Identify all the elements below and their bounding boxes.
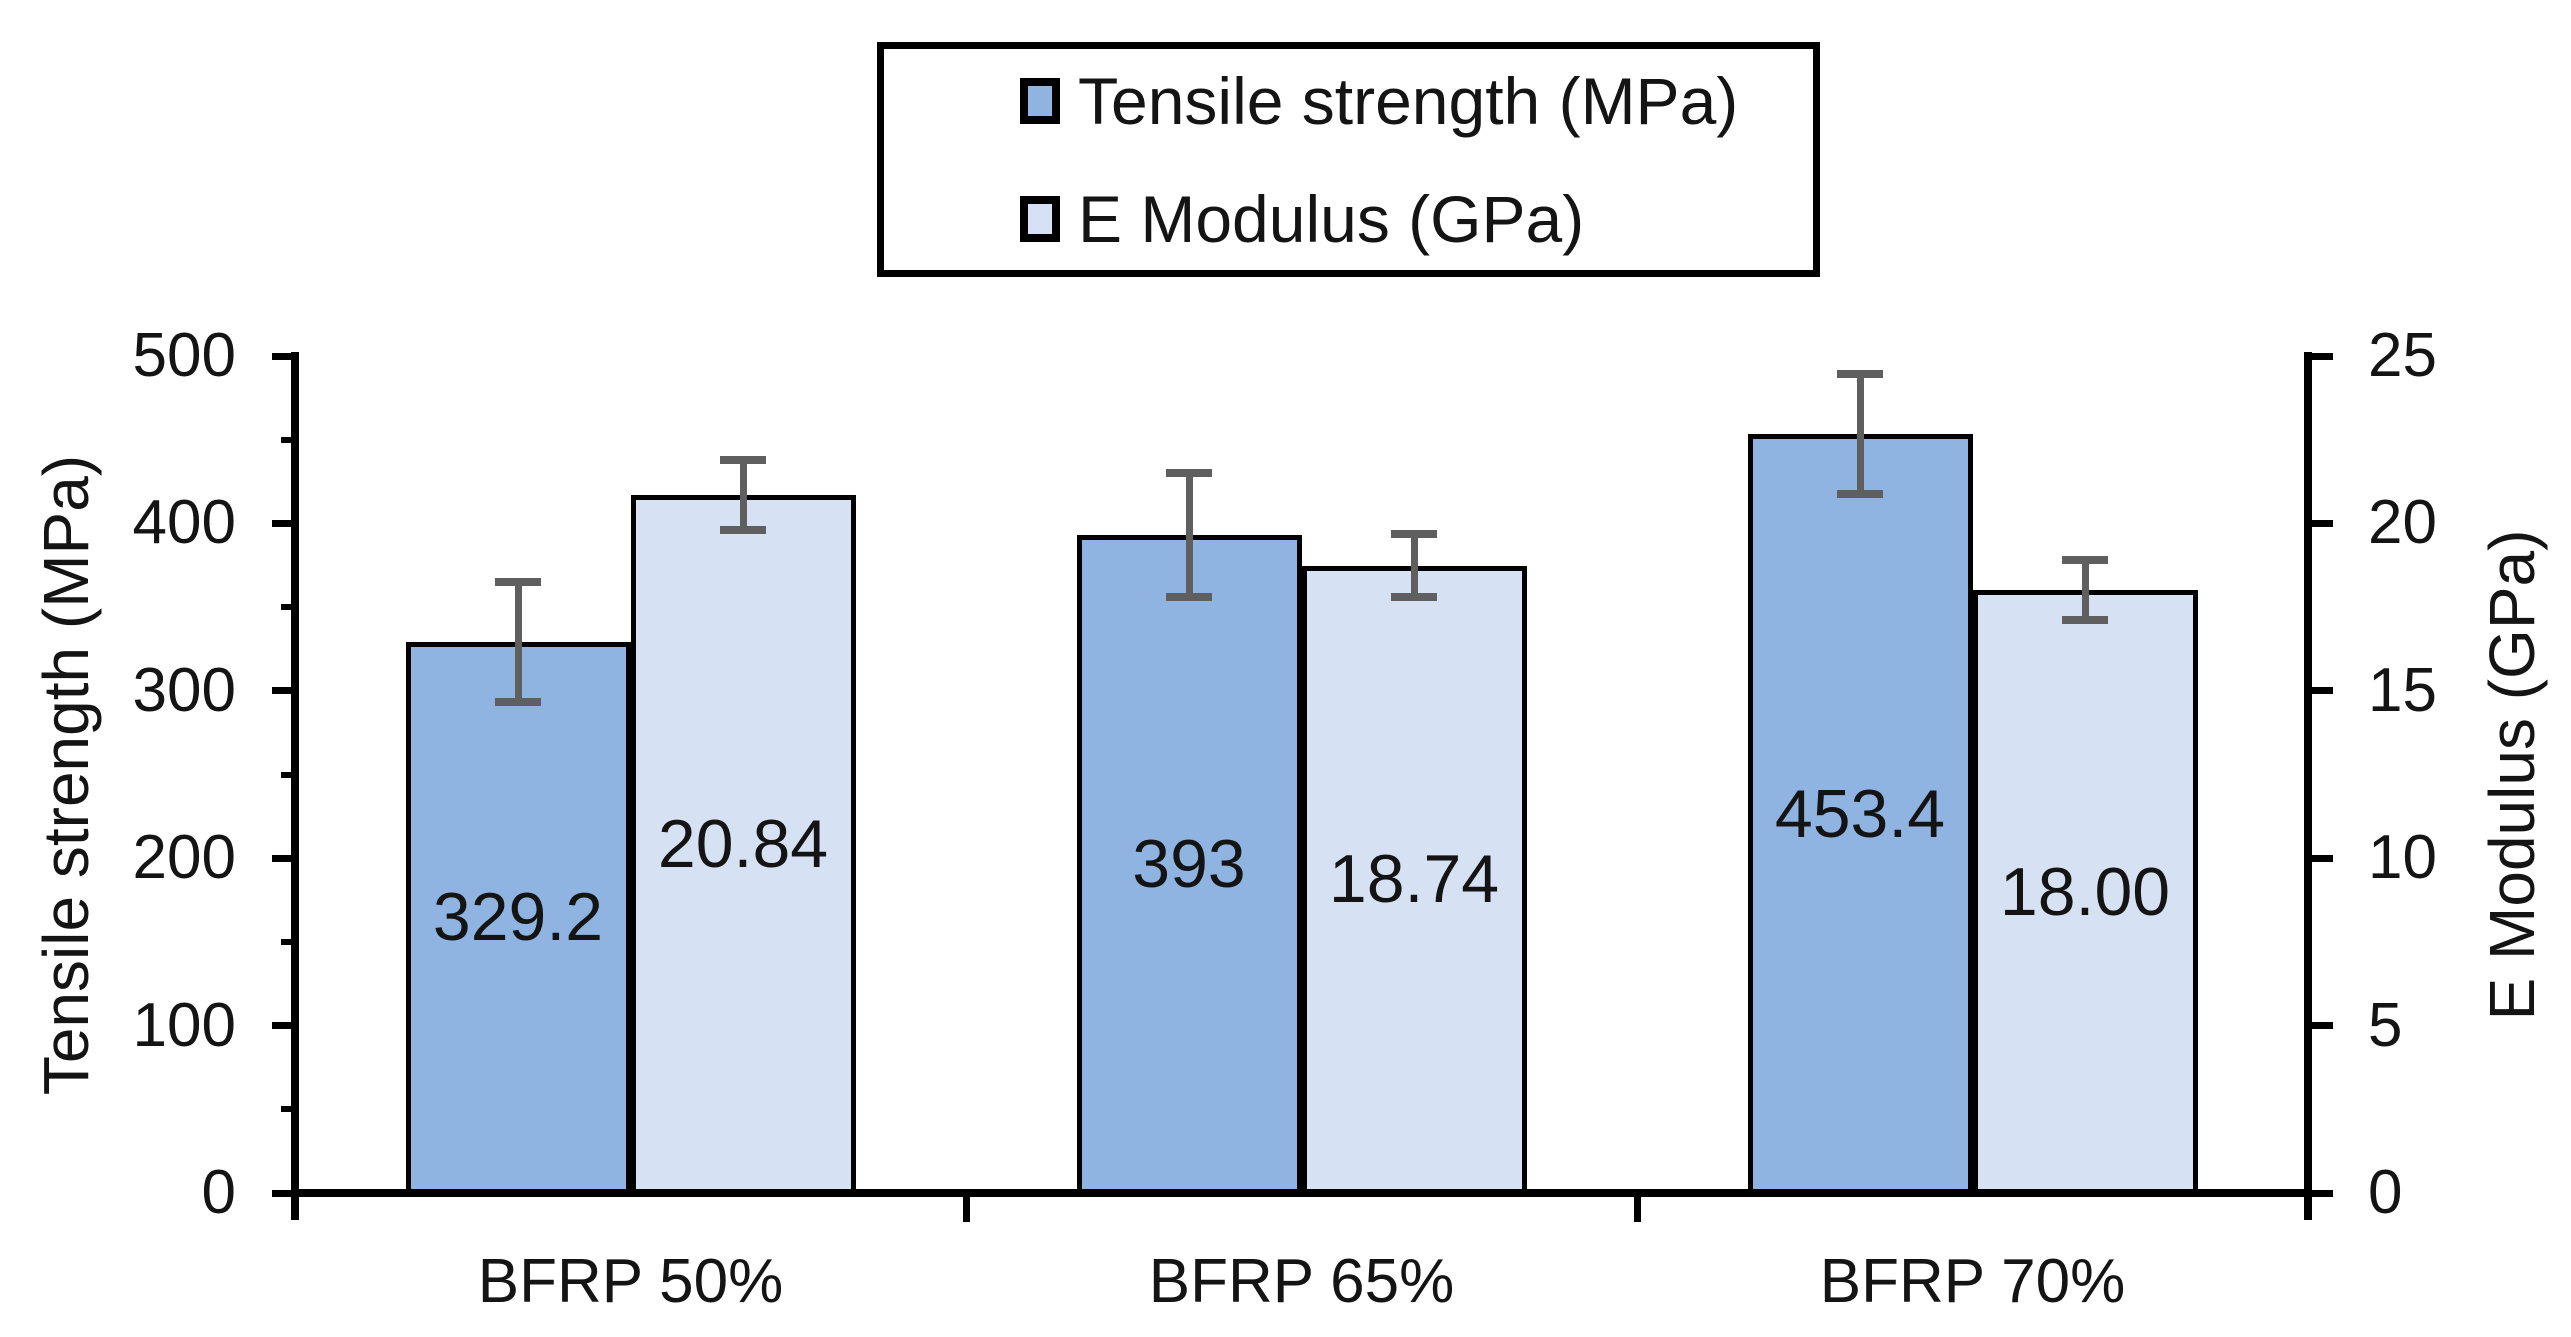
x-axis-boundary-tick	[1633, 1193, 1641, 1222]
left-axis-major-tick	[272, 519, 295, 527]
error-bar-bottom-cap-modulus-70	[2062, 616, 2108, 625]
left-axis-major-tick	[272, 352, 295, 360]
legend-item-e-modulus: E Modulus (GPa)	[1020, 186, 1813, 252]
left-axis-line	[291, 352, 299, 1220]
left-axis-minor-tick	[281, 436, 295, 443]
error-bar-line-modulus-50	[739, 460, 747, 531]
left-axis-major-tick	[272, 1022, 295, 1030]
right-axis-tick-label: 15	[2368, 655, 2437, 725]
error-bar-line-modulus-70	[2081, 560, 2089, 621]
error-bar-bottom-cap-modulus-50	[720, 526, 766, 535]
error-bar-top-cap-tensile-70	[1837, 369, 1883, 378]
error-bar-line-tensile-50	[514, 581, 522, 703]
bar-value-label-modulus-70: 18.00	[1999, 853, 2171, 930]
x-axis-category-label: BFRP 70%	[1819, 1247, 2126, 1316]
right-axis-major-tick	[2308, 687, 2333, 695]
left-axis-minor-tick	[281, 604, 295, 611]
bar-value-label-modulus-50: 20.84	[657, 806, 829, 883]
error-bar-bottom-cap-modulus-65	[1391, 593, 1437, 602]
error-bar-line-tensile-70	[1856, 373, 1864, 495]
error-bar-top-cap-modulus-65	[1391, 529, 1437, 538]
right-axis-tick-label: 5	[2368, 990, 2403, 1060]
left-axis-tick-label: 500	[132, 321, 236, 390]
x-axis-category-label: BFRP 65%	[1148, 1247, 1455, 1316]
left-axis-tick-label: 0	[201, 1158, 236, 1227]
legend-marker-tensile-strength	[1020, 77, 1060, 124]
right-axis-tick-label: 20	[2368, 488, 2437, 558]
error-bar-line-tensile-65	[1185, 473, 1193, 598]
error-bar-top-cap-tensile-50	[495, 577, 541, 586]
legend-label-tensile-strength: Tensile strength (MPa)	[1078, 63, 1739, 138]
left-axis-minor-tick	[281, 1106, 295, 1113]
left-axis-tick-label: 200	[132, 823, 236, 893]
right-axis-major-tick	[2308, 352, 2333, 360]
left-axis-major-tick	[272, 1189, 295, 1197]
bar-tensile-70	[1747, 434, 1973, 1197]
right-axis-title: E Modulus (GPa)	[2476, 529, 2548, 1021]
error-bar-top-cap-tensile-65	[1166, 469, 1212, 478]
left-axis-major-tick	[272, 854, 295, 862]
right-axis-tick-label: 0	[2368, 1158, 2403, 1227]
legend-item-tensile-strength: Tensile strength (MPa)	[1020, 68, 1813, 134]
left-axis-tick-label: 100	[132, 990, 236, 1060]
legend: Tensile strength (MPa) E Modulus (GPa)	[877, 42, 1820, 277]
left-axis-major-tick	[272, 687, 295, 695]
x-axis-category-label: BFRP 50%	[477, 1247, 784, 1316]
bar-value-label-tensile-70: 453.4	[1774, 775, 1946, 852]
right-axis-line	[2304, 352, 2312, 1220]
left-axis-tick-label: 300	[132, 655, 236, 725]
right-axis-tick-label: 10	[2368, 823, 2437, 893]
bar-value-label-modulus-65: 18.74	[1328, 841, 1500, 918]
error-bar-bottom-cap-tensile-50	[495, 698, 541, 707]
bar-modulus-70	[1972, 590, 2198, 1197]
legend-marker-e-modulus	[1020, 195, 1060, 242]
right-axis-major-tick	[2308, 854, 2333, 862]
right-axis-major-tick	[2308, 519, 2333, 527]
error-bar-line-modulus-65	[1410, 533, 1418, 598]
error-bar-top-cap-modulus-70	[2062, 556, 2108, 565]
x-axis-line	[291, 1189, 2312, 1197]
left-axis-minor-tick	[281, 938, 295, 945]
x-axis-boundary-tick	[962, 1193, 970, 1222]
error-bar-top-cap-modulus-50	[720, 456, 766, 465]
right-axis-major-tick	[2308, 1022, 2333, 1030]
right-axis-tick-label: 25	[2368, 321, 2437, 390]
error-bar-bottom-cap-tensile-65	[1166, 593, 1212, 602]
left-axis-minor-tick	[281, 771, 295, 778]
left-axis-tick-label: 400	[132, 488, 236, 558]
legend-label-e-modulus: E Modulus (GPa)	[1078, 181, 1585, 256]
bar-modulus-50	[630, 495, 856, 1197]
bar-value-label-tensile-65: 393	[1132, 826, 1246, 903]
right-axis-major-tick	[2308, 1189, 2333, 1197]
bar-value-label-tensile-50: 329.2	[432, 879, 604, 956]
error-bar-bottom-cap-tensile-70	[1837, 490, 1883, 499]
